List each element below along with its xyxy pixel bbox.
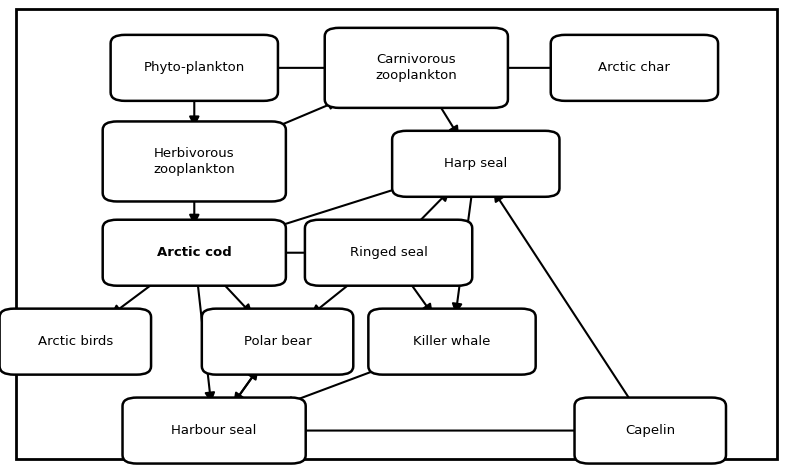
FancyBboxPatch shape [325, 28, 508, 108]
FancyBboxPatch shape [305, 219, 472, 285]
FancyBboxPatch shape [550, 35, 718, 101]
FancyBboxPatch shape [103, 219, 286, 285]
FancyBboxPatch shape [201, 309, 353, 374]
Text: Polar bear: Polar bear [243, 335, 312, 348]
Text: Ringed seal: Ringed seal [350, 246, 427, 259]
Text: Phyto-plankton: Phyto-plankton [144, 61, 245, 74]
FancyBboxPatch shape [16, 9, 777, 459]
FancyBboxPatch shape [0, 309, 151, 374]
Text: Capelin: Capelin [625, 424, 676, 437]
FancyBboxPatch shape [368, 309, 535, 374]
Text: Arctic birds: Arctic birds [38, 335, 113, 348]
FancyBboxPatch shape [103, 121, 286, 201]
FancyBboxPatch shape [123, 397, 306, 463]
Text: Herbivorous
zooplankton: Herbivorous zooplankton [153, 147, 236, 176]
Text: Carnivorous
zooplankton: Carnivorous zooplankton [375, 53, 458, 82]
Text: Killer whale: Killer whale [413, 335, 491, 348]
Text: Harbour seal: Harbour seal [171, 424, 257, 437]
FancyBboxPatch shape [574, 397, 726, 463]
Text: Arctic char: Arctic char [599, 61, 670, 74]
FancyBboxPatch shape [392, 131, 559, 197]
FancyBboxPatch shape [111, 35, 278, 101]
Text: Harp seal: Harp seal [444, 157, 508, 170]
Text: Arctic cod: Arctic cod [157, 246, 232, 259]
